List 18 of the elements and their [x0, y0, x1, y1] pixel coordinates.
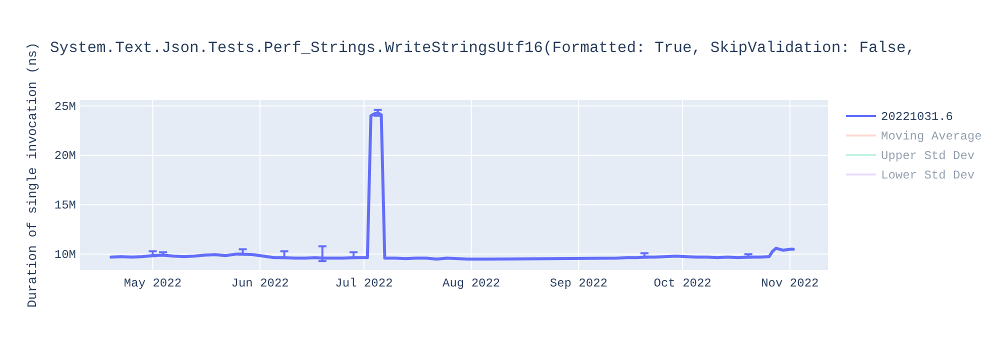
y-tick-label: 25M	[54, 100, 76, 114]
chart-title: System.Text.Json.Tests.Perf_Strings.WriteStringsUtf16(Formatted: True, SkipValidation: False,	[50, 39, 916, 57]
x-tick-label: Aug 2022	[442, 276, 500, 291]
x-tick-label: Nov 2022	[761, 276, 819, 291]
x-tick-label: Jun 2022	[231, 276, 289, 291]
y-tick-label: 15M	[54, 198, 76, 213]
x-tick-label: May 2022	[124, 276, 182, 291]
y-axis-title: Duration of single invocation (ns)	[25, 42, 40, 308]
line-series	[110, 111, 795, 261]
legend-label: Upper Std Dev	[881, 149, 975, 163]
y-tick-label: 10M	[54, 248, 76, 262]
legend-label: Moving Average	[881, 130, 982, 144]
x-tick-label: Sep 2022	[550, 276, 608, 291]
x-tick-label: Oct 2022	[654, 276, 712, 291]
legend-label: Lower Std Dev	[881, 168, 975, 182]
legend-label: 20221031.6	[881, 110, 954, 124]
x-tick-label: Jul 2022	[335, 276, 393, 291]
y-tick-label: 20M	[54, 149, 76, 164]
